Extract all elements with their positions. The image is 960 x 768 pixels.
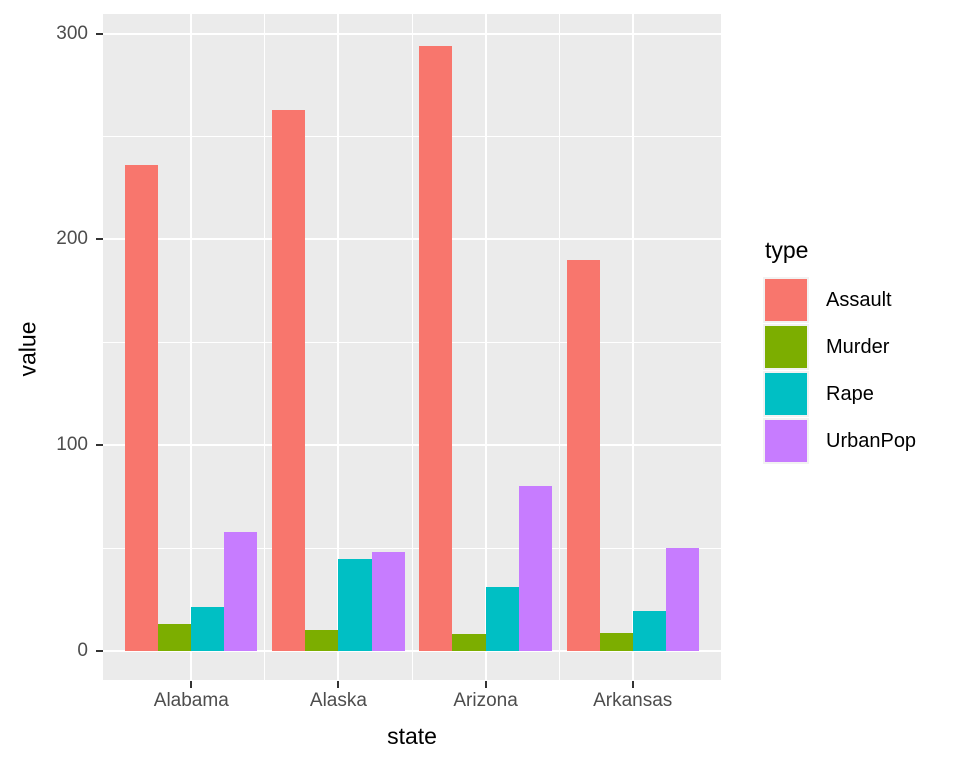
bar-alaska-urbanpop: [371, 552, 405, 651]
bar-alaska-murder: [305, 630, 339, 651]
legend-key: [763, 277, 809, 323]
x-axis-tick-label: Alabama: [153, 690, 229, 711]
x-axis-tick: [190, 681, 193, 688]
x-axis-tick: [631, 681, 634, 688]
y-axis-tick-label: 100: [56, 434, 88, 456]
gridline-major-x: [631, 14, 634, 680]
y-axis-tick-label: 200: [56, 228, 88, 250]
x-axis-tick: [484, 681, 487, 688]
y-axis-tick: [96, 444, 103, 447]
gridline-major-x: [484, 14, 487, 680]
legend-swatch-urbanpop: [765, 420, 807, 462]
x-axis-title: state: [387, 723, 437, 749]
y-axis-tick: [96, 32, 103, 35]
bar-arizona-rape: [485, 587, 519, 651]
x-axis-tick-label: Arizona: [453, 690, 518, 711]
y-axis-tick: [96, 649, 103, 652]
bar-alaska-assault: [272, 109, 306, 651]
y-axis-tick-label: 0: [77, 639, 88, 661]
bar-arkansas-rape: [632, 610, 666, 651]
legend-label: Murder: [826, 335, 890, 358]
gridline-major-y: [103, 32, 721, 35]
y-axis-tick: [96, 238, 103, 241]
gridline-major-y: [103, 238, 721, 241]
bar-alabama-murder: [158, 623, 192, 651]
legend-label: Rape: [826, 382, 874, 405]
bar-arizona-urbanpop: [518, 486, 552, 651]
legend-title: type: [765, 237, 809, 263]
legend-swatch-rape: [765, 373, 807, 415]
legend-swatch-assault: [765, 279, 807, 321]
x-axis-tick-label: Alaska: [309, 690, 367, 711]
gridline-major-x: [337, 14, 340, 680]
legend-entry-rape: Rape: [763, 371, 916, 417]
gridline-major-x: [190, 14, 193, 680]
gridline-minor-x: [264, 14, 266, 680]
legend-entry-urbanpop: UrbanPop: [763, 418, 916, 464]
y-axis-title: value: [14, 321, 41, 377]
gridline-minor-x: [558, 14, 560, 680]
bar-arizona-assault: [419, 45, 453, 651]
bar-arizona-murder: [452, 634, 486, 651]
bar-arkansas-assault: [566, 259, 600, 651]
gridline-major-y: [103, 444, 721, 447]
legend-entry-assault: Assault: [763, 277, 916, 323]
bar-alabama-assault: [125, 165, 159, 651]
gridline-major-y: [103, 649, 721, 652]
bar-arkansas-urbanpop: [665, 548, 699, 651]
legend: type Assault Murder Rape UrbanPop: [763, 237, 916, 465]
legend-label: Assault: [826, 288, 892, 311]
legend-key: [763, 371, 809, 417]
x-axis-tick-label: Arkansas: [593, 690, 673, 711]
y-axis-tick-label: 300: [56, 22, 88, 44]
legend-label: UrbanPop: [826, 429, 917, 452]
legend-entries: Assault Murder Rape UrbanPop: [763, 277, 916, 464]
bar-alabama-urbanpop: [224, 531, 258, 651]
legend-key: [763, 324, 809, 370]
bar-alaska-rape: [338, 559, 372, 651]
legend-key: [763, 418, 809, 464]
bar-arkansas-murder: [599, 632, 633, 651]
gridline-minor-x: [411, 14, 413, 680]
bar-alabama-rape: [191, 607, 225, 651]
legend-entry-murder: Murder: [763, 324, 916, 370]
x-axis-tick: [337, 681, 340, 688]
plot-panel: [103, 14, 721, 680]
legend-swatch-murder: [765, 326, 807, 368]
